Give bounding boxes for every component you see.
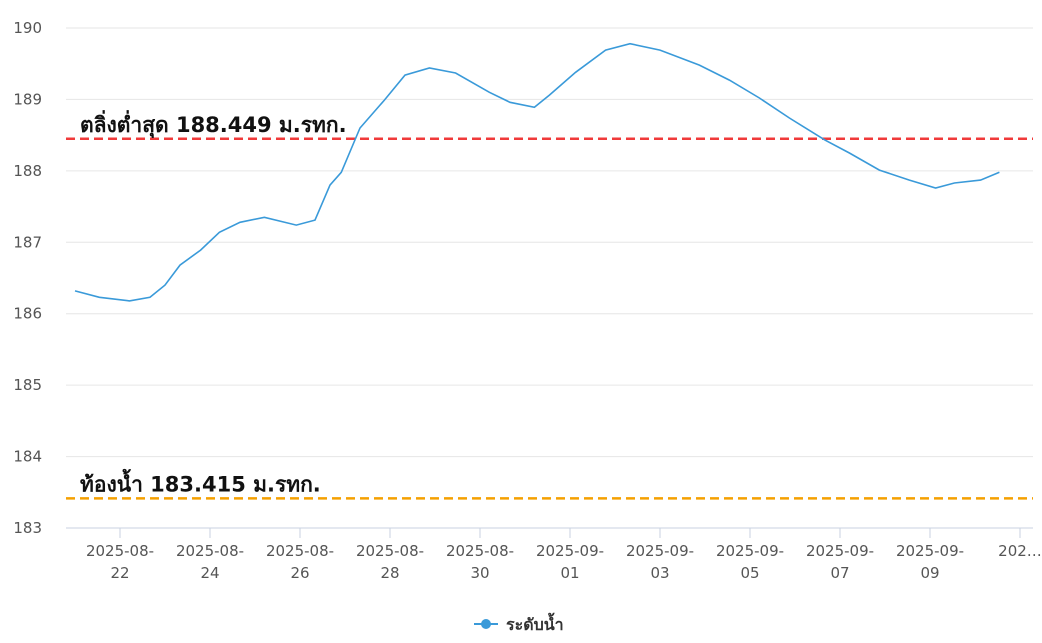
x-tick-label: 2025-08- bbox=[446, 542, 514, 560]
x-tick-label-day: 26 bbox=[290, 564, 309, 582]
x-tick-label-day: 05 bbox=[740, 564, 759, 582]
x-tick-label: 2025-08- bbox=[176, 542, 244, 560]
x-axis-ticks: 2025-08- 22 2025-08- 24 2025-08- 26 2025-08- 28… bbox=[86, 528, 1042, 582]
threshold-label: ท้องน้ำ 183.415 ม.รทก. bbox=[80, 468, 321, 496]
y-tick-label: 188 bbox=[13, 162, 42, 180]
legend-marker-icon bbox=[481, 619, 491, 629]
y-tick-label: 186 bbox=[13, 305, 42, 323]
x-tick-label-day: 09 bbox=[920, 564, 939, 582]
gridlines bbox=[66, 27, 1033, 458]
x-tick-label: 2025-09- bbox=[716, 542, 784, 560]
x-tick-label: 2025-08- bbox=[86, 542, 154, 560]
x-tick-label: 2025-09- bbox=[896, 542, 964, 560]
threshold-lines: ตลิ่งต่ำสุด 188.449 ม.รทก. ท้องน้ำ 183.41… bbox=[66, 109, 1033, 500]
series-line-water-level[interactable] bbox=[74, 42, 1000, 302]
x-tick-label-day: 03 bbox=[650, 564, 669, 582]
y-tick-label: 183 bbox=[13, 519, 42, 537]
x-tick-label: 2025-09- bbox=[626, 542, 694, 560]
x-tick-label-day: 01 bbox=[560, 564, 579, 582]
x-tick-label: 202… bbox=[998, 542, 1042, 560]
x-tick-label-day: 30 bbox=[470, 564, 489, 582]
y-tick-label: 184 bbox=[13, 448, 42, 466]
y-tick-label: 190 bbox=[13, 19, 42, 37]
y-tick-label: 189 bbox=[13, 90, 42, 108]
x-tick-label-day: 24 bbox=[200, 564, 219, 582]
x-tick-label-day: 07 bbox=[830, 564, 849, 582]
x-tick-label: 2025-09- bbox=[536, 542, 604, 560]
x-tick-label: 2025-08- bbox=[266, 542, 334, 560]
y-tick-label: 185 bbox=[13, 376, 42, 394]
x-tick-label: 2025-08- bbox=[356, 542, 424, 560]
threshold-label: ตลิ่งต่ำสุด 188.449 ม.รทก. bbox=[80, 109, 347, 139]
x-tick-label-day: 22 bbox=[110, 564, 129, 582]
y-axis-ticks: 183 184 185 186 187 188 189 190 bbox=[13, 19, 42, 537]
y-tick-label: 187 bbox=[13, 233, 42, 251]
legend[interactable]: ระดับน้ำ bbox=[474, 612, 564, 634]
legend-label: ระดับน้ำ bbox=[506, 612, 564, 634]
x-tick-label: 2025-09- bbox=[806, 542, 874, 560]
x-tick-label-day: 28 bbox=[380, 564, 399, 582]
